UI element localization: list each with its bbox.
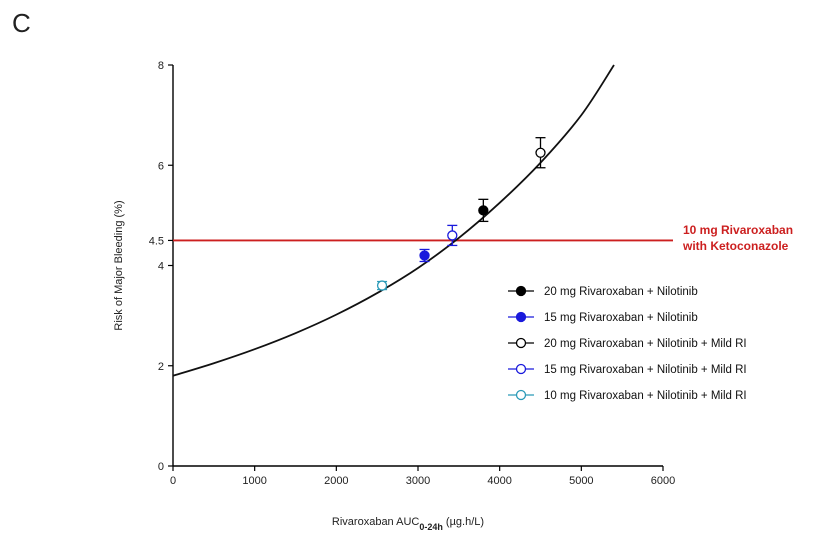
y-tick-label: 8	[158, 60, 164, 72]
y-tick-label: 4.5	[149, 235, 164, 247]
x-tick-label: 4000	[487, 475, 511, 487]
point-marker	[535, 147, 546, 158]
data-point-2	[419, 248, 430, 263]
data-point-1	[478, 198, 489, 223]
y-tick-label: 0	[158, 461, 164, 473]
legend-item-1: 20 mg Rivaroxaban + Nilotinib	[508, 285, 698, 298]
axes: 0 1000 2000 3000 4000 5000 6000 0 2 4 4.5 6 8 Rivarox…	[113, 60, 675, 532]
legend-label: 20 mg Rivaroxaban + Nilotinib + Mild RI	[544, 338, 747, 350]
legend-marker	[515, 389, 527, 401]
legend-item-3: 20 mg Rivaroxaban + Nilotinib + Mild RI	[508, 337, 747, 350]
legend-label: 15 mg Rivaroxaban + Nilotinib	[544, 312, 698, 324]
data-point-4	[447, 224, 458, 247]
legend-marker	[515, 363, 527, 375]
legend-marker	[515, 337, 527, 349]
data-points	[376, 137, 546, 291]
x-tick-label: 2000	[324, 475, 348, 487]
y-tick-label: 4	[158, 261, 164, 273]
reference-line-group: 10 mg Rivaroxaban with Ketoconazole	[173, 223, 793, 253]
fitted-curve	[172, 64, 615, 377]
legend-label: 20 mg Rivaroxaban + Nilotinib	[544, 286, 698, 298]
legend-label: 10 mg Rivaroxaban + Nilotinib + Mild RI	[544, 390, 747, 402]
legend-label: 15 mg Rivaroxaban + Nilotinib + Mild RI	[544, 364, 747, 376]
reference-label-line1: 10 mg Rivaroxaban	[683, 223, 793, 237]
fitted-curve-group	[172, 64, 615, 377]
legend-marker	[515, 285, 527, 297]
panel-label: C	[12, 8, 31, 38]
x-tick-label: 0	[170, 475, 176, 487]
legend: 20 mg Rivaroxaban + Nilotinib 15 mg Rivar…	[508, 285, 747, 402]
point-marker	[376, 280, 388, 291]
reference-label-line2: with Ketoconazole	[682, 239, 789, 253]
data-point-3	[535, 137, 546, 169]
legend-item-2: 15 mg Rivaroxaban + Nilotinib	[508, 311, 698, 324]
y-axis-title: Risk of Major Bleeding (%)	[113, 200, 125, 330]
y-tick-label: 6	[158, 160, 164, 172]
legend-item-4: 15 mg Rivaroxaban + Nilotinib + Mild RI	[508, 363, 747, 376]
x-tick-label: 3000	[406, 475, 430, 487]
data-point-5	[376, 280, 388, 291]
point-marker	[419, 250, 430, 261]
x-tick-label: 1000	[242, 475, 266, 487]
legend-marker	[515, 311, 527, 323]
x-tick-label: 6000	[651, 475, 675, 487]
point-marker	[447, 230, 458, 241]
x-tick-label: 5000	[569, 475, 593, 487]
x-axis-title: Rivaroxaban AUC0-24h (µg.h/L)	[332, 516, 484, 532]
point-marker	[478, 205, 489, 216]
y-tick-label: 2	[158, 361, 164, 373]
legend-item-5: 10 mg Rivaroxaban + Nilotinib + Mild RI	[508, 389, 747, 402]
